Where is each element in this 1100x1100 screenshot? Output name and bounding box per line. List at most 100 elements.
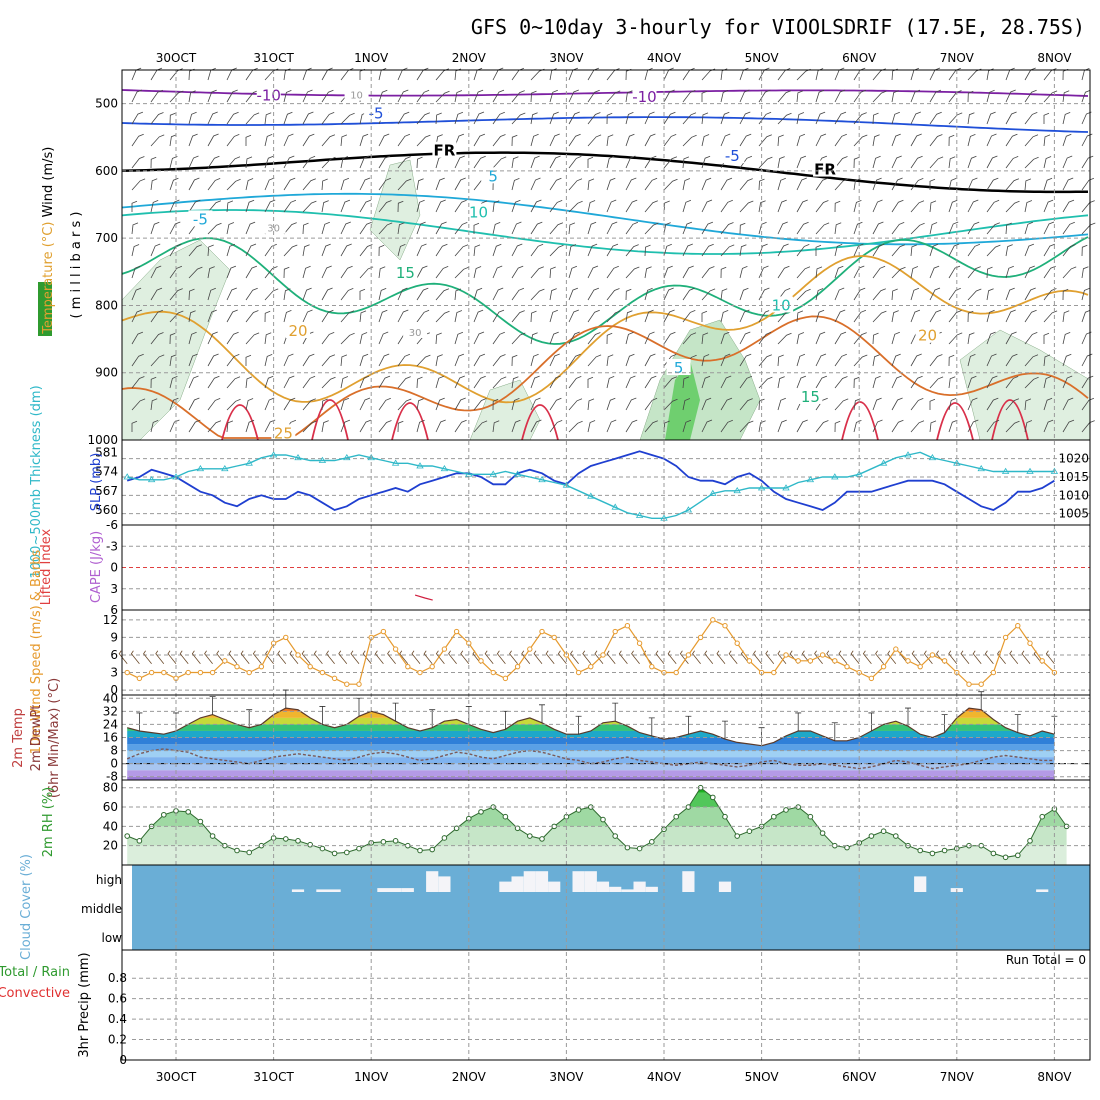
wind-barb — [644, 420, 658, 433]
wind-barb — [340, 397, 350, 411]
wind-barb — [169, 199, 180, 213]
wind-barb — [853, 243, 864, 257]
wind-barb — [492, 156, 507, 169]
wind-barb — [1024, 309, 1037, 323]
rh-point — [246, 849, 252, 856]
wind-speed-point — [722, 623, 728, 629]
wind-barb — [606, 90, 621, 103]
wind-barb — [188, 244, 202, 257]
wind-barb — [397, 200, 404, 213]
wind-y-tick: 12 — [103, 613, 118, 627]
wind10-barb — [350, 650, 360, 664]
wind-barb — [663, 354, 677, 367]
wind-speed-point — [429, 663, 435, 670]
wind-barb — [131, 265, 141, 279]
wind-speed-point — [1039, 658, 1045, 664]
wind-barb — [492, 265, 503, 279]
wind-barb — [131, 398, 146, 411]
wind-barb — [340, 221, 351, 235]
wind10-barb — [521, 650, 531, 664]
wind-barb — [302, 155, 316, 169]
rh-point — [331, 850, 338, 857]
wind-barb — [986, 133, 997, 147]
wind-barb — [473, 398, 487, 411]
wind-barb — [378, 133, 390, 147]
wind-barb — [1081, 353, 1093, 367]
date-label-top: 2NOV — [452, 51, 487, 65]
wind-barb — [549, 68, 557, 81]
wind-barb — [226, 243, 236, 257]
wind-barb — [948, 419, 958, 433]
wind-speed-point — [600, 652, 606, 658]
wind-barb — [226, 354, 240, 367]
wind-barb — [530, 397, 541, 411]
wind-barb — [340, 288, 354, 301]
wind-barb — [663, 309, 675, 323]
wind-barb — [777, 90, 792, 103]
wind-barb — [739, 353, 752, 367]
wind-barb — [587, 376, 594, 388]
wind-barb — [1005, 111, 1017, 125]
wind-barb — [397, 287, 408, 301]
wind-barb — [606, 134, 614, 147]
wind-barb — [568, 309, 579, 323]
wind-barb — [283, 353, 294, 367]
wind-barb — [435, 375, 444, 389]
wind-barb — [891, 397, 903, 411]
precip-y-tick: 0.2 — [108, 1033, 127, 1047]
wind-barb — [796, 353, 806, 367]
wind-barb — [169, 134, 177, 147]
wind-barb — [967, 354, 976, 367]
date-label-top: 4NOV — [647, 51, 682, 65]
wind-barb — [473, 266, 482, 279]
wind-barb — [663, 111, 676, 125]
wind-barb — [359, 397, 371, 411]
wind-barb — [1005, 244, 1013, 257]
wind-barb — [321, 89, 334, 103]
cloud-high-bar — [718, 881, 732, 892]
panel-bg-wind — [122, 610, 1090, 695]
wind-barb — [359, 155, 370, 169]
wind-barb — [1062, 332, 1071, 345]
wind10-barb — [411, 650, 421, 664]
slp-y-tick: 1015 — [1058, 470, 1089, 484]
thickness-point — [343, 453, 351, 461]
contour-label: FR — [814, 161, 836, 179]
wind-barb — [568, 420, 583, 433]
wind-barb — [188, 397, 200, 411]
hot-spike-6 — [991, 399, 1029, 441]
rh-point — [673, 813, 680, 820]
wind-barb — [891, 177, 903, 191]
contour-label-bg — [466, 203, 491, 220]
wind-barb — [264, 375, 274, 389]
wind-barb — [929, 111, 942, 125]
wind-barb — [473, 309, 484, 323]
wind-barb — [188, 133, 198, 147]
wind-barb — [1024, 178, 1032, 191]
wind-barb — [644, 177, 658, 191]
wind-barb — [302, 375, 316, 389]
wind-barb — [1062, 419, 1075, 433]
wind-barb — [359, 310, 367, 323]
wind10-barb — [997, 650, 1006, 664]
wind-barb — [530, 199, 542, 213]
wind-barb — [644, 353, 656, 367]
rh-point — [600, 816, 606, 823]
wind-barb — [739, 155, 753, 169]
cloud-level-label: low — [102, 931, 123, 945]
wind-barb — [416, 398, 424, 411]
wind-barb — [511, 354, 518, 367]
panel-bg-slp — [122, 440, 1090, 525]
wind-barb — [1024, 420, 1033, 433]
wind-barb — [264, 354, 273, 367]
ua-y-tick: 1000 — [87, 433, 118, 447]
wind-barb — [150, 265, 162, 279]
temp-band — [127, 737, 1055, 745]
wind-barb — [416, 178, 424, 191]
wind-barb — [1005, 309, 1016, 323]
li-y-tick: 0 — [110, 561, 118, 575]
wind-barb — [777, 156, 785, 169]
wind-barb — [929, 398, 936, 410]
wind-barb — [378, 397, 391, 411]
wind-speed-point — [527, 646, 533, 652]
